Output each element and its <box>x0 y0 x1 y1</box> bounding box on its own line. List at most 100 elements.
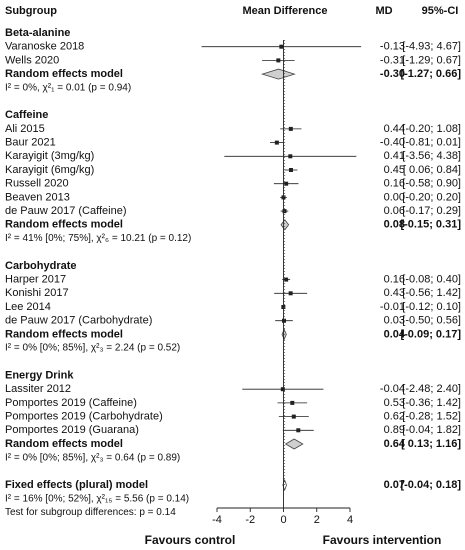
ci-value: [-0.50; 0.56] <box>402 315 461 327</box>
md-value: 0.08 <box>384 219 405 231</box>
study-name: Harper 2017 <box>5 274 66 286</box>
favours-right: Favours intervention <box>323 533 442 547</box>
pooled-name: Random effects model <box>5 68 123 80</box>
heterogeneity: I² = 0% [0%; 85%], χ²₃ = 2.24 (p = 0.52) <box>5 343 180 354</box>
ci-value: [ 0.13; 1.16] <box>401 438 461 450</box>
pooled-name: Random effects model <box>5 438 123 450</box>
x-tick-label: -2 <box>245 514 255 526</box>
md-value: 0.44 <box>384 123 405 135</box>
study-name: Konishi 2017 <box>5 287 69 299</box>
pooled-name: Random effects model <box>5 328 123 340</box>
heterogeneity: I² = 16% [0%; 52%], χ²₁₅ = 5.56 (p = 0.1… <box>5 493 189 504</box>
ci-value: [-0.36; 1.42] <box>402 397 461 409</box>
ci-value: [-1.29; 0.67] <box>402 54 461 66</box>
pooled-diamond <box>280 219 290 231</box>
overall-name: Fixed effects (plural) model <box>5 479 148 491</box>
ci-value: [-4.93; 4.67] <box>402 41 461 53</box>
pooled-diamond <box>261 68 296 80</box>
study-name: Karayigit (6mg/kg) <box>5 164 94 176</box>
column-header: 95%-CI <box>422 5 459 17</box>
ci-value: [-0.04; 1.82] <box>402 424 461 436</box>
study-name: de Pauw 2017 (Caffeine) <box>5 205 127 217</box>
ci-value: [-0.12; 0.10] <box>402 301 461 313</box>
pooled-diamond <box>281 328 287 341</box>
ci-value: [-0.56; 1.42] <box>402 287 461 299</box>
effect-square <box>276 58 281 63</box>
x-tick-label: -4 <box>212 514 222 526</box>
effect-square <box>290 400 295 405</box>
effect-square <box>291 414 296 419</box>
ci-value: [-0.17; 0.29] <box>402 205 461 217</box>
pooled-diamond <box>284 438 304 450</box>
study-name: Ali 2015 <box>5 123 45 135</box>
ci-value: [-0.58; 0.90] <box>402 178 461 190</box>
study-name: Baur 2021 <box>5 137 56 149</box>
column-header: MD <box>375 5 392 17</box>
md-value: 0.03 <box>384 315 405 327</box>
study-name: Wells 2020 <box>5 54 59 66</box>
subgroup-header: Carbohydrate <box>5 260 77 272</box>
md-value: 0.64 <box>384 438 406 450</box>
study-name: Pomportes 2019 (Caffeine) <box>5 397 137 409</box>
effect-square <box>281 318 286 323</box>
md-value: 0.53 <box>384 397 405 409</box>
study-name: Lee 2014 <box>5 301 51 313</box>
column-header: Subgroup <box>5 5 57 17</box>
ci-value: [-0.28; 1.52] <box>402 411 461 423</box>
md-value: -0.13 <box>380 41 405 53</box>
md-value: 0.43 <box>384 287 405 299</box>
subgroup-header: Caffeine <box>5 109 48 121</box>
subgroup-header: Energy Drink <box>5 369 74 381</box>
effect-square <box>279 44 284 49</box>
heterogeneity: I² = 41% [0%; 75%], χ²₆ = 10.21 (p = 0.1… <box>5 233 191 244</box>
effect-square <box>280 387 285 392</box>
ci-value: [-0.15; 0.31] <box>400 219 461 231</box>
ci-value: [-1.27; 0.66] <box>400 68 461 80</box>
md-value: 0.00 <box>384 191 405 203</box>
subgroup-test: Test for subgroup differences: p = 0.14 <box>5 507 176 518</box>
ci-value: [-0.08; 0.40] <box>402 274 461 286</box>
md-value: -0.01 <box>380 301 405 313</box>
effect-square <box>288 291 293 296</box>
ci-value: [-0.20; 1.08] <box>402 123 461 135</box>
md-value: -0.30 <box>380 68 405 80</box>
md-value: 0.04 <box>384 328 406 340</box>
study-name: Lassiter 2012 <box>5 383 71 395</box>
study-name: Pomportes 2019 (Carbohydrate) <box>5 411 163 423</box>
md-value: -0.31 <box>380 54 405 66</box>
x-tick-label: 2 <box>314 514 320 526</box>
study-name: de Pauw 2017 (Carbohydrate) <box>5 315 152 327</box>
subgroup-header: Beta-alanine <box>5 27 70 39</box>
md-value: 0.45 <box>384 164 405 176</box>
study-name: Pomportes 2019 (Guarana) <box>5 424 139 436</box>
study-name: Russell 2020 <box>5 178 69 190</box>
heterogeneity: I² = 0% [0%; 85%], χ²₃ = 0.64 (p = 0.89) <box>5 452 180 463</box>
effect-square <box>288 154 293 159</box>
ci-value: [-0.81; 0.01] <box>402 137 461 149</box>
ci-value: [-0.04; 0.18] <box>400 479 461 491</box>
md-value: 0.06 <box>384 205 405 217</box>
effect-square <box>296 428 301 433</box>
ci-value: [-2.48; 2.40] <box>402 383 461 395</box>
study-name: Beaven 2013 <box>5 191 70 203</box>
column-header: Mean Difference <box>243 5 328 17</box>
md-value: 0.41 <box>384 150 405 162</box>
effect-square <box>288 126 293 131</box>
md-value: 0.89 <box>384 424 405 436</box>
effect-square <box>288 168 293 172</box>
favours-left: Favours control <box>145 533 236 547</box>
md-value: -0.04 <box>380 383 405 395</box>
md-value: 0.16 <box>384 178 405 190</box>
study-name: Varanoske 2018 <box>5 41 84 53</box>
heterogeneity: I² = 0%, χ²₁ = 0.01 (p = 0.94) <box>5 82 131 93</box>
md-value: 0.16 <box>384 274 405 286</box>
md-value: 0.07 <box>384 479 405 491</box>
x-tick-label: 0 <box>280 514 286 526</box>
pooled-diamond <box>282 478 287 492</box>
study-name: Karayigit (3mg/kg) <box>5 150 94 162</box>
effect-square <box>284 181 289 186</box>
ci-value: [-0.09; 0.17] <box>400 328 461 340</box>
ci-value: [-3.56; 4.38] <box>402 150 461 162</box>
